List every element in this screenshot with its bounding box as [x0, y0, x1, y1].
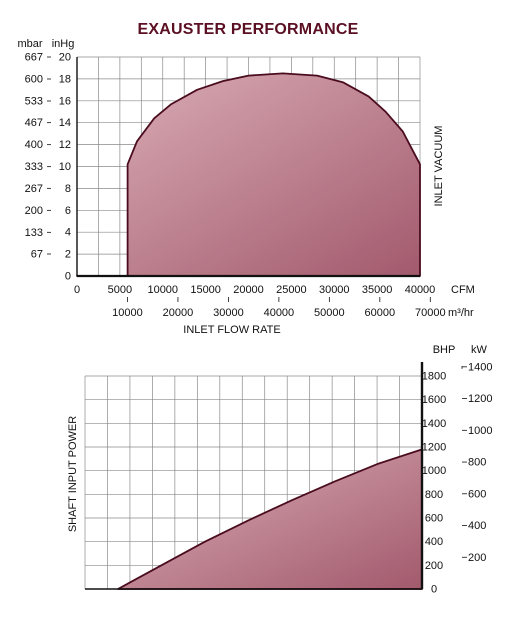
top-y-tick-label: 0 [65, 271, 71, 283]
vacuum-area [76, 72, 421, 277]
bottom-y2-tick-label: 600 [468, 488, 486, 500]
top-y2-tick-label: 600 [25, 73, 43, 85]
bottom-y-tick-label: 1000 [422, 465, 446, 477]
y-axis-title: INLET VACUUM [433, 126, 445, 207]
y2-unit-label: mbar [17, 38, 42, 50]
top-y2-tick-label: 200 [25, 205, 43, 217]
top-x2-tick-label: 40000 [264, 307, 295, 319]
top-y-tick-label: 8 [65, 183, 71, 195]
top-y-tick-label: 16 [59, 95, 71, 107]
top-x-tick-label: 5000 [108, 284, 132, 296]
bhp-unit-label: BHP [433, 344, 456, 356]
top-x-tick-label: 10000 [147, 284, 178, 296]
top-x2-tick-label: 60000 [365, 307, 396, 319]
top-x-tick-label: 0 [74, 284, 80, 296]
x2-unit-label: m³/hr [448, 307, 474, 319]
top-y-tick-label: 12 [59, 139, 71, 151]
top-x-tick-label: 15000 [190, 284, 221, 296]
top-y2-tick-label: 133 [25, 227, 43, 239]
bottom-y-tick-label: 1800 [422, 371, 446, 383]
x-unit-label: CFM [451, 284, 475, 296]
bottom-y2-tick-label: 1200 [468, 393, 492, 405]
bottom-y2-tick-label: 1000 [468, 425, 492, 437]
top-y2-tick-label: 333 [25, 161, 43, 173]
chart-title: EXAUSTER PERFORMANCE [138, 21, 359, 38]
bottom-y2-tick-label: 1400 [468, 361, 492, 373]
top-x-tick-label: 25000 [276, 284, 307, 296]
top-y2-tick-label: 667 [25, 52, 43, 64]
top-x-tick-label: 30000 [319, 284, 350, 296]
top-y-tick-label: 2 [65, 249, 71, 261]
bottom-y-tick-label: 1200 [422, 442, 446, 454]
top-x2-tick-label: 70000 [415, 307, 446, 319]
top-y-tick-label: 20 [59, 52, 71, 64]
top-y-tick-label: 4 [65, 227, 71, 239]
top-x2-tick-label: 30000 [213, 307, 244, 319]
top-y2-tick-label: 467 [25, 117, 43, 129]
bottom-y-tick-label: 1400 [422, 418, 446, 430]
top-x-tick-label: 35000 [362, 284, 393, 296]
top-y2-tick-label: 400 [25, 139, 43, 151]
x-axis-title: INLET FLOW RATE [183, 324, 280, 336]
bottom-y-tick-label: 800 [425, 489, 443, 501]
top-x2-tick-label: 50000 [314, 307, 345, 319]
bottom-y-tick-label: 1600 [422, 394, 446, 406]
top-y-tick-label: 10 [59, 161, 71, 173]
top-y2-tick-label: 533 [25, 95, 43, 107]
top-y2-tick-label: 67 [31, 249, 43, 261]
top-x-tick-label: 20000 [233, 284, 264, 296]
top-y2-tick-label: 267 [25, 183, 43, 195]
top-x2-tick-label: 20000 [163, 307, 194, 319]
top-y-tick-label: 14 [59, 117, 71, 129]
top-y-tick-label: 6 [65, 205, 71, 217]
bottom-y-tick-label: 600 [425, 513, 443, 525]
kw-unit-label: kW [471, 344, 488, 356]
bottom-y2-tick-label: 400 [468, 520, 486, 532]
bottom-y-axis-title: SHAFT INPUT POWER [67, 416, 79, 532]
bottom-y-tick-label: 400 [425, 536, 443, 548]
bottom-y2-tick-label: 800 [468, 457, 486, 469]
bottom-y2-tick-label: 200 [468, 552, 486, 564]
bottom-y-tick-label: 200 [425, 560, 443, 572]
top-x-tick-label: 40000 [405, 284, 436, 296]
top-x2-tick-label: 10000 [112, 307, 143, 319]
bottom-y-tick-label: 0 [431, 584, 437, 596]
top-y-tick-label: 18 [59, 73, 71, 85]
y-unit-label: inHg [52, 38, 75, 50]
